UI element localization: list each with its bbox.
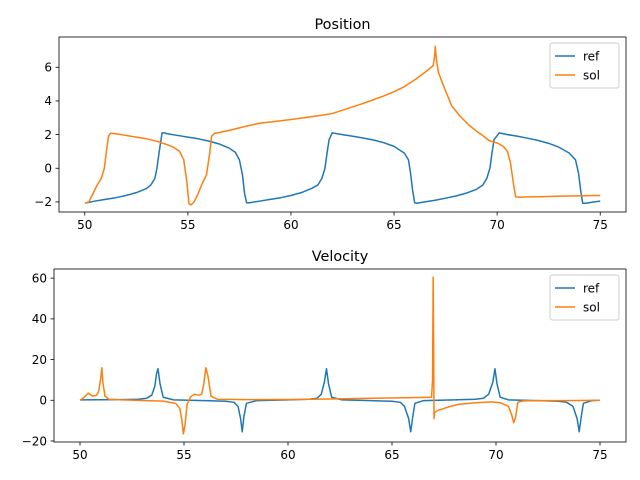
series-line-ref [86, 132, 601, 204]
chart-title: Position [314, 17, 370, 33]
legend: ref sol [549, 42, 620, 89]
axes-frame [53, 268, 627, 443]
x-tick-label: 65 [386, 218, 401, 232]
chart-1: Velocity 50 55 60 65 70 75 −20 0 20 40 60 ref sol [22, 249, 627, 462]
x-tick-label: 70 [489, 218, 504, 232]
axes-frame [58, 36, 627, 213]
x-tick-label: 50 [77, 218, 92, 232]
legend-label-ref: ref [583, 281, 600, 295]
y-tick-label: 4 [44, 94, 52, 108]
x-tick-label: 65 [384, 448, 399, 462]
x-tick-label: 60 [280, 448, 295, 462]
x-tick-label: 55 [176, 448, 191, 462]
y-tick-label: 0 [39, 394, 47, 408]
legend-label-sol: sol [583, 300, 600, 314]
y-tick-label: 20 [32, 353, 47, 367]
legend-label-sol: sol [583, 68, 600, 82]
legend-box [549, 42, 620, 89]
y-tick-label: 2 [44, 128, 52, 142]
legend-box [549, 274, 620, 321]
x-tick-label: 50 [72, 448, 87, 462]
chart-0: Position 50 55 60 65 70 75 −2 0 2 4 6 ref sol [34, 17, 627, 232]
x-tick-label: 60 [283, 218, 298, 232]
x-tick-label: 55 [180, 218, 195, 232]
y-tick-label: 0 [44, 162, 52, 176]
series-line-sol [79, 276, 601, 435]
y-tick-label: 40 [32, 312, 47, 326]
chart-title: Velocity [312, 249, 369, 265]
x-tick-label: 75 [592, 448, 607, 462]
series-line-sol [84, 45, 601, 206]
y-tick-label: −20 [22, 434, 47, 448]
y-tick-label: 60 [32, 271, 47, 285]
x-tick-label: 70 [488, 448, 503, 462]
y-tick-label: 6 [44, 61, 52, 75]
legend: ref sol [549, 274, 620, 321]
y-tick-label: −2 [34, 195, 52, 209]
legend-label-ref: ref [583, 49, 600, 63]
x-tick-label: 75 [593, 218, 608, 232]
